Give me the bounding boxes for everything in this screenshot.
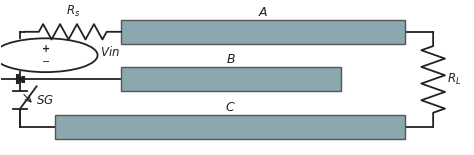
Text: $R_s$: $R_s$ xyxy=(65,4,80,19)
Text: $R_L$: $R_L$ xyxy=(447,72,462,87)
Text: A: A xyxy=(259,7,267,20)
Text: B: B xyxy=(227,53,235,66)
FancyBboxPatch shape xyxy=(121,67,341,91)
Text: C: C xyxy=(226,101,234,114)
FancyBboxPatch shape xyxy=(55,115,405,139)
Text: +: + xyxy=(42,44,50,54)
Text: $SG$: $SG$ xyxy=(36,94,54,107)
Text: $Vin$: $Vin$ xyxy=(100,45,120,59)
FancyBboxPatch shape xyxy=(121,20,405,44)
Text: −: − xyxy=(42,57,50,67)
